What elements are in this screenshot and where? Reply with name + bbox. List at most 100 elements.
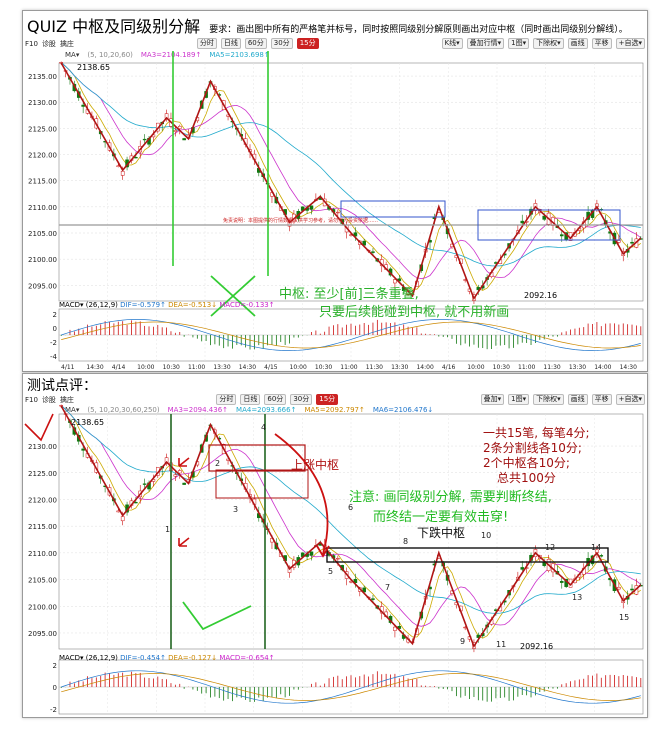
- time-tick-label: 10:30: [163, 364, 180, 371]
- toolbar-right-5-button[interactable]: +自选▾: [615, 394, 645, 405]
- top-macd-dea: DEA=-0.513↓: [168, 301, 218, 309]
- stroke-number-7: 7: [385, 583, 390, 592]
- bottom-macd-legend: MACD▾ (26,12,9) DIF=-0.454↑ DEA=-0.127↓ …: [59, 654, 275, 662]
- ma-legend-0[interactable]: MA▾: [65, 406, 80, 414]
- red-arrow-a: [178, 457, 190, 467]
- candle-body: [520, 567, 525, 570]
- time-tick-label: 10:00: [137, 364, 154, 371]
- red-check-mark: [24, 413, 54, 442]
- time-tick-label: 14:30: [86, 364, 103, 371]
- down-center-label: 下跌中枢: [417, 526, 466, 540]
- toolbar-right-6-button[interactable]: +自选▾: [615, 38, 646, 49]
- toolbar-right-1-button[interactable]: 叠加行情▾: [466, 38, 505, 49]
- top-macd-value: MACD=-0.133↑: [219, 301, 275, 309]
- macd-dea-line: [61, 673, 641, 701]
- candle-body: [134, 501, 138, 504]
- top-center-box-2: [477, 209, 621, 241]
- stroke-number-14: 14: [591, 543, 601, 552]
- top-macd-dif: DIF=-0.579↑: [120, 301, 166, 309]
- top-macd-params: (26,12,9): [85, 301, 118, 309]
- time-tick-label: 11:00: [340, 364, 357, 371]
- up-center-box-inner: [215, 469, 309, 499]
- bottom-high-label: 2138.65: [71, 418, 105, 427]
- toolbar-1-button[interactable]: 诊股: [41, 39, 56, 48]
- price-tick-label: 2135.00: [28, 73, 57, 81]
- toolbar-right-3-button[interactable]: 下除权▾: [533, 38, 564, 49]
- period-tab-2[interactable]: 60分: [244, 38, 267, 49]
- toolbar-right-3-button[interactable]: 画线: [567, 394, 588, 405]
- toolbar-1-button[interactable]: 诊股: [41, 395, 56, 404]
- top-macd-label[interactable]: MACD▾: [59, 301, 84, 309]
- bottom-macd-dea: DEA=-0.127↓: [168, 654, 218, 662]
- toolbar-right-1-button[interactable]: 1图▾: [508, 394, 530, 405]
- price-tick-label: 2110.00: [28, 550, 57, 558]
- time-tick-label: 4/16: [442, 364, 456, 371]
- toolbar-right-2-button[interactable]: 下除权▾: [533, 394, 564, 405]
- candle-body: [81, 448, 85, 451]
- period-tab-0[interactable]: 分时: [196, 38, 217, 49]
- ma-legend-4: MA5=2092.797↑: [304, 406, 365, 414]
- macd-tick-label: -2: [50, 339, 57, 347]
- candle-body: [542, 215, 546, 220]
- toolbar-right-2-button[interactable]: 1图▾: [508, 38, 530, 49]
- time-tick-label: 14:30: [620, 364, 637, 371]
- ma-legend-0[interactable]: MA▾: [65, 51, 80, 59]
- price-tick-label: 2130.00: [28, 443, 57, 451]
- macd-dea-line: [61, 321, 641, 349]
- toolbar-right-0-button[interactable]: K线▾: [441, 38, 463, 49]
- stroke-number-12: 12: [545, 543, 555, 552]
- toolbar-right-5-button[interactable]: 平移: [591, 38, 612, 49]
- bottom-macd-label[interactable]: MACD▾: [59, 654, 84, 662]
- time-tick-label: 14:30: [239, 364, 256, 371]
- toolbar-0-button[interactable]: F10: [25, 395, 38, 404]
- toolbar-right-0-button[interactable]: 叠加▾: [480, 394, 505, 405]
- candle-body: [177, 125, 182, 129]
- period-tab-2[interactable]: 60分: [264, 394, 287, 405]
- moving-average-line-1: [60, 62, 642, 280]
- candle-body: [309, 205, 314, 210]
- top-banner: 免责说明：本图提供的行情数据仅供学习参考，请勿作为投资依据……: [223, 218, 379, 224]
- candle-body: [353, 232, 358, 237]
- green-x-mark: [210, 275, 256, 317]
- price-tick-label: 2125.00: [28, 470, 57, 478]
- macd-tick-label: 0: [53, 325, 57, 333]
- candle-body: [182, 138, 186, 141]
- toolbar-2-button[interactable]: 擒庄: [59, 395, 74, 404]
- period-tab-4[interactable]: 15分: [296, 38, 319, 49]
- period-tab-4[interactable]: 15分: [316, 394, 339, 405]
- quiz-title: 中枢及同级别分解: [72, 17, 201, 36]
- candle-body: [142, 138, 147, 141]
- score-line1: 一共15笔, 每笔4分;: [483, 426, 590, 440]
- top-center-box-1: [340, 200, 446, 218]
- candle-body: [134, 157, 138, 159]
- period-tab-3[interactable]: 30分: [270, 38, 293, 49]
- candle-body: [630, 588, 634, 591]
- period-tab-0[interactable]: 分时: [216, 394, 237, 405]
- price-tick-label: 2120.00: [28, 496, 57, 504]
- toolbar-right-4-button[interactable]: 画线: [567, 38, 588, 49]
- stroke-number-10: 10: [481, 531, 491, 540]
- candle-body: [559, 234, 564, 237]
- stroke-polyline: [60, 405, 642, 649]
- period-tab-1[interactable]: 日线: [240, 394, 261, 405]
- stroke-number-6: 6: [348, 503, 353, 512]
- top-kline-chart: 2135.00 2130.00 2125.00 2120.00 2115.00 2110.…: [28, 51, 644, 371]
- time-tick-label: 10:30: [315, 364, 332, 371]
- ma-legend-1: (5, 10,20,30,60,250): [87, 406, 160, 414]
- toolbar-right-4-button[interactable]: 平移: [591, 394, 612, 405]
- price-tick-label: 2130.00: [28, 99, 57, 107]
- candle-body: [336, 211, 340, 214]
- down-center-box: [326, 547, 609, 563]
- period-tab-1[interactable]: 日线: [220, 38, 241, 49]
- period-tab-3[interactable]: 30分: [290, 394, 313, 405]
- score-line3: 2个中枢各10分;: [483, 456, 570, 470]
- stroke-number-8: 8: [403, 537, 408, 546]
- toolbar-0-button[interactable]: F10: [25, 39, 38, 48]
- score-line4: 总共100分: [497, 471, 556, 485]
- macd-tick-label: 0: [53, 684, 57, 692]
- quiz-title-row: QUIZ 中枢及同级别分解 要求：画出图中所有的严格笔并标号，同时按照同级别分解…: [27, 13, 628, 36]
- candle-body: [173, 474, 178, 477]
- toolbar-2-button[interactable]: 擒庄: [59, 39, 74, 48]
- candle-body: [362, 240, 366, 246]
- candle-body: [559, 580, 564, 583]
